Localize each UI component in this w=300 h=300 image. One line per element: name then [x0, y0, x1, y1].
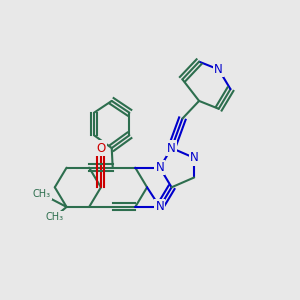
Text: O: O [96, 142, 106, 154]
Text: N: N [155, 161, 164, 174]
Text: N: N [190, 152, 199, 164]
Text: CH₃: CH₃ [33, 189, 51, 199]
Text: N: N [155, 200, 164, 213]
Text: CH₃: CH₃ [46, 212, 64, 222]
Text: N: N [214, 63, 223, 76]
Text: N: N [167, 142, 176, 154]
